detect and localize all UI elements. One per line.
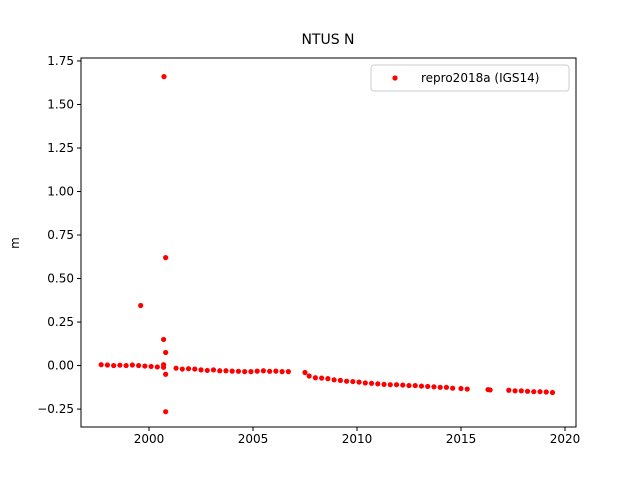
point — [242, 369, 248, 375]
point — [450, 385, 456, 391]
point — [368, 380, 375, 386]
point — [487, 387, 493, 393]
point — [260, 368, 267, 374]
point — [524, 388, 531, 394]
point — [302, 369, 308, 376]
point — [163, 349, 169, 356]
point — [98, 362, 104, 368]
x-tick-label: 2020 — [550, 432, 581, 446]
point — [406, 382, 412, 389]
point — [148, 363, 154, 370]
point — [343, 378, 350, 384]
point — [306, 373, 312, 379]
point — [506, 387, 512, 393]
point — [518, 388, 524, 394]
point — [217, 368, 223, 374]
point — [192, 366, 198, 372]
point — [337, 377, 343, 383]
chart-title: NTUS N — [301, 32, 354, 48]
plot-frame — [80, 57, 577, 428]
point — [248, 369, 254, 375]
point — [375, 381, 381, 387]
legend-box — [370, 64, 570, 92]
point — [123, 362, 129, 369]
point — [273, 368, 279, 374]
point — [381, 381, 387, 387]
y-tick-label: −0.25 — [37, 402, 74, 416]
legend-label: repro2018a (IGS14) — [421, 71, 539, 85]
point — [163, 409, 169, 415]
y-tick-label: 1.75 — [47, 54, 74, 68]
point — [319, 375, 325, 381]
point — [543, 389, 549, 395]
point — [210, 367, 217, 373]
x-tick-label: 2015 — [446, 432, 477, 446]
point — [136, 362, 142, 369]
point — [117, 362, 123, 368]
y-tick-label: 1.25 — [47, 141, 74, 155]
point — [531, 389, 537, 395]
point — [425, 383, 431, 390]
point — [161, 74, 167, 80]
y-tick-label: 0.75 — [47, 228, 74, 242]
point — [198, 367, 204, 373]
point — [418, 383, 425, 389]
y-tick-label: 1.00 — [47, 185, 74, 199]
point — [437, 384, 443, 390]
point — [443, 384, 450, 390]
point — [111, 362, 117, 369]
point — [362, 380, 368, 386]
point — [104, 362, 111, 368]
legend-marker — [392, 75, 398, 81]
point — [223, 368, 229, 374]
point — [387, 382, 393, 388]
point — [431, 384, 437, 390]
point — [160, 364, 167, 370]
point — [235, 368, 242, 374]
x-tick-label: 2005 — [238, 432, 269, 446]
point — [129, 362, 135, 368]
point — [185, 366, 192, 372]
point — [142, 363, 148, 369]
point — [163, 255, 169, 261]
point — [393, 382, 400, 388]
point — [412, 382, 418, 389]
y-axis-label: m — [8, 237, 22, 249]
point — [285, 369, 291, 375]
point — [312, 375, 318, 381]
point — [458, 385, 464, 392]
point — [356, 379, 362, 385]
point — [464, 386, 470, 392]
point — [173, 365, 179, 371]
y-tick-label: 0.50 — [47, 272, 74, 286]
point — [537, 389, 543, 395]
x-tick-label: 2010 — [342, 432, 373, 446]
y-tick-label: 1.50 — [47, 97, 74, 111]
point — [267, 368, 273, 374]
point — [512, 388, 518, 394]
point — [549, 389, 556, 396]
point — [138, 302, 144, 309]
point — [160, 336, 167, 343]
point — [204, 367, 210, 374]
point — [350, 378, 356, 385]
y-tick-label: 0.00 — [47, 359, 74, 373]
point — [179, 366, 185, 372]
point — [229, 368, 235, 374]
point — [163, 371, 169, 377]
point — [400, 382, 406, 388]
point — [279, 369, 285, 375]
x-tick-label: 2000 — [134, 432, 165, 446]
point — [254, 368, 260, 374]
point — [325, 376, 331, 382]
y-tick-label: 0.25 — [47, 315, 74, 329]
point — [154, 364, 160, 370]
point — [331, 377, 337, 383]
